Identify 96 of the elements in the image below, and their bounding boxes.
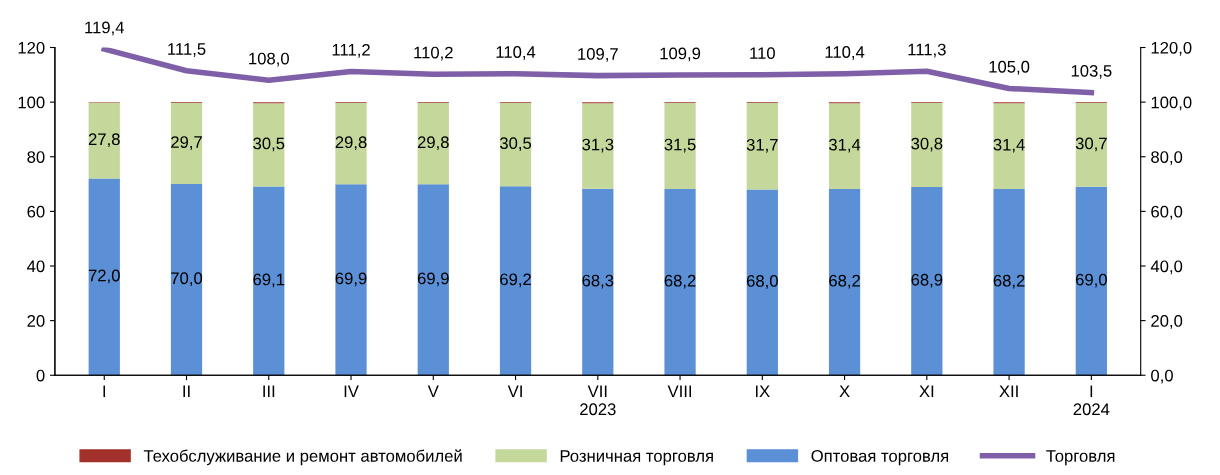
bar (746, 102, 778, 190)
y-tick-label: 100 (18, 96, 45, 109)
bar (911, 102, 943, 188)
y-tick-label: 40 (27, 260, 45, 273)
data-label: 69,9 (335, 272, 367, 287)
data-label: 29,8 (417, 136, 449, 151)
data-label: 111,5 (168, 43, 206, 57)
y2-tick-label: 60,0 (1151, 205, 1183, 220)
bar (170, 184, 203, 376)
data-label: 103,5 (1071, 64, 1112, 79)
data-label: 31,5 (664, 138, 696, 153)
bar (582, 188, 614, 376)
x-tick-label: III (263, 385, 275, 398)
data-label: 30,7 (1075, 137, 1107, 152)
bar (1075, 186, 1107, 376)
bar (417, 184, 449, 376)
data-label: 69,1 (253, 273, 285, 288)
y2-tick-label: 80,0 (1151, 151, 1183, 165)
data-label: 30,8 (911, 137, 943, 152)
y-tick-label: 20 (27, 315, 45, 327)
y2-tick-label: 20,0 (1151, 315, 1183, 329)
x-tick-label: VI (507, 385, 522, 398)
data-label: 110 (750, 47, 775, 60)
x-tick-label: X (839, 385, 850, 398)
bar (88, 178, 120, 376)
legend-label: Оптовая торговля (811, 450, 949, 466)
y-tick-label: 120 (18, 41, 45, 54)
data-label: 31,7 (746, 138, 778, 153)
bar (253, 186, 285, 376)
legend-label: Розничная торговля (560, 450, 713, 466)
bar (828, 188, 861, 376)
bar (746, 189, 778, 376)
legend-label: Техобслуживание и ремонт автомобилей (143, 449, 462, 466)
y-tick-label: 60 (27, 205, 45, 218)
data-label: 69,9 (417, 272, 449, 287)
data-label: 31,4 (993, 138, 1025, 153)
bar (417, 102, 449, 185)
bar (499, 102, 532, 187)
data-label: 30,5 (499, 137, 532, 152)
x-tick-label: I 2024 (1073, 385, 1110, 416)
x-tick-label: VII 2023 (580, 385, 616, 416)
data-label: 109,7 (578, 48, 618, 62)
bar (828, 103, 861, 189)
bar (335, 102, 367, 185)
bar (993, 103, 1025, 189)
data-label: 69,2 (500, 273, 531, 288)
bar (664, 188, 696, 376)
data-label: 110,2 (414, 46, 453, 61)
bar (582, 103, 614, 189)
data-label: 29,8 (335, 136, 367, 151)
data-label: 69,0 (1075, 273, 1107, 288)
data-label: 72,0 (88, 269, 120, 284)
bar (335, 184, 367, 376)
data-label: 31,3 (582, 138, 614, 153)
data-label: 68,3 (582, 274, 614, 289)
data-label: 111,3 (908, 43, 946, 58)
data-label: 68,2 (664, 274, 696, 289)
data-label: 119,4 (85, 21, 125, 36)
data-label: 31,4 (828, 138, 861, 153)
data-label: 29,7 (171, 136, 202, 150)
data-label: 70,0 (171, 272, 203, 287)
x-tick-label: XI (919, 385, 934, 398)
data-label: 68,2 (993, 274, 1025, 289)
legend-label: Торговля (1046, 450, 1115, 466)
data-label: 105,0 (989, 60, 1030, 75)
data-label: 110,4 (496, 46, 536, 60)
data-label: 27,8 (88, 133, 120, 148)
x-tick-label: XII (999, 385, 1018, 398)
bar (170, 102, 203, 185)
x-tick-label: I (103, 385, 106, 398)
bar (664, 102, 696, 189)
y2-tick-label: 40,0 (1150, 260, 1183, 275)
data-label: 68,0 (746, 275, 778, 289)
x-tick-label: II (183, 385, 190, 398)
data-label: 110,4 (825, 46, 865, 60)
y2-tick-label: 0,0 (1151, 369, 1173, 384)
bar (1075, 102, 1107, 187)
x-tick-label: VIII (667, 385, 692, 398)
data-label: 108,0 (249, 52, 289, 67)
bar (911, 187, 943, 376)
y-tick-label: 80 (27, 151, 45, 163)
y-tick-label: 0 (36, 369, 45, 382)
y2-tick-label: 120,0 (1151, 41, 1192, 56)
data-label: 111,2 (332, 43, 370, 58)
y2-tick-label: 100,0 (1151, 96, 1192, 111)
x-tick-label: IX (755, 385, 770, 398)
bar (499, 186, 532, 376)
bar (88, 102, 120, 179)
data-label: 109,9 (660, 47, 701, 62)
data-label: 68,9 (911, 273, 943, 288)
data-label: 30,5 (253, 137, 285, 152)
x-tick-label: V (427, 385, 439, 398)
bar (253, 103, 285, 187)
data-label: 68,2 (829, 274, 860, 289)
x-tick-label: IV (344, 385, 359, 398)
bar (993, 188, 1025, 376)
